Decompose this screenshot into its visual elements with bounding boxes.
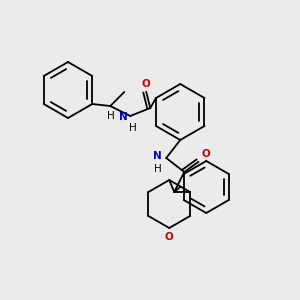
Text: O: O [165,232,174,242]
Text: O: O [201,149,210,159]
Text: H: H [129,123,137,133]
Text: N: N [119,112,128,122]
Text: N: N [154,151,162,161]
Text: H: H [154,164,162,174]
Text: O: O [142,79,151,89]
Text: H: H [107,111,115,121]
